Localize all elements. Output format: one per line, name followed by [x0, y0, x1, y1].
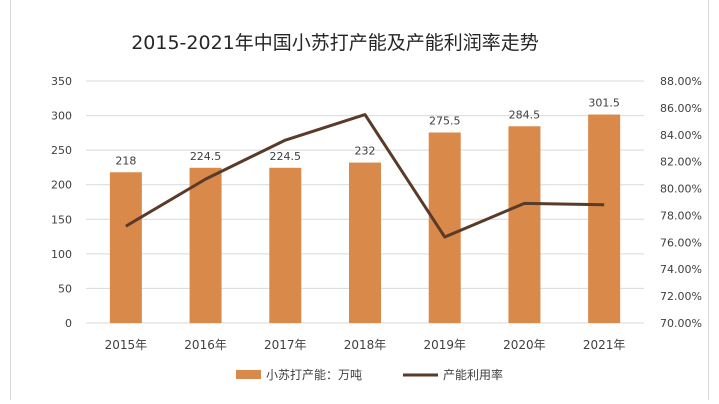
- right-axis-tick-label: 70.00%: [660, 317, 702, 330]
- x-axis-tick-label: 2019年: [423, 338, 466, 352]
- left-axis-tick-label: 350: [51, 75, 72, 88]
- bar-data-label: 275.5: [429, 115, 461, 128]
- bar-data-label: 284.5: [509, 108, 541, 121]
- bar-data-label: 224.5: [270, 150, 302, 163]
- x-axis-tick-label: 2016年: [184, 338, 227, 352]
- left-axis-tick-label: 0: [65, 317, 72, 330]
- left-axis-tick-label: 100: [51, 248, 72, 261]
- bar: [428, 132, 461, 323]
- bar: [189, 167, 222, 323]
- x-axis-tick-label: 2021年: [583, 338, 626, 352]
- left-axis-tick-label: 50: [58, 282, 72, 295]
- bar-data-labels: 218 224.5 224.5 232 275.5 284.5 301.5: [115, 97, 620, 168]
- bar: [109, 172, 142, 323]
- utilization-line: [125, 113, 605, 239]
- bar: [349, 162, 381, 323]
- right-axis-tick-label: 88.00%: [660, 75, 702, 88]
- frame-border-right: [708, 0, 709, 400]
- right-axis-ticks: 70.00% 72.00% 74.00% 76.00% 78.00% 80.00% 82.0…: [660, 75, 702, 330]
- left-axis-tick-label: 150: [51, 213, 72, 226]
- bar: [269, 167, 302, 323]
- line-series: [125, 113, 605, 239]
- x-axis-ticks: 2015年 2016年 2017年 2018年 2019年 2020年 2021年: [105, 338, 626, 352]
- right-axis-tick-label: 82.00%: [660, 156, 702, 169]
- legend-line-label: 产能利用率: [443, 367, 503, 382]
- x-axis-tick-label: 2018年: [344, 338, 387, 352]
- right-axis-tick-label: 80.00%: [660, 183, 702, 196]
- right-axis-tick-label: 84.00%: [660, 129, 702, 142]
- bar-data-label: 224.5: [190, 150, 222, 163]
- bar-data-label: 232: [355, 145, 376, 158]
- bar: [588, 114, 621, 323]
- right-axis-tick-label: 86.00%: [660, 102, 702, 115]
- right-axis-tick-label: 74.00%: [660, 263, 702, 276]
- left-axis-tick-label: 300: [51, 110, 72, 123]
- bar-series: [109, 114, 621, 323]
- bar-data-label: 218: [115, 154, 136, 167]
- x-axis-tick-label: 2015年: [105, 338, 148, 352]
- x-axis-tick-label: 2020年: [503, 338, 546, 352]
- legend: 小苏打产能：万吨 产能利用率: [236, 367, 503, 382]
- right-axis-tick-label: 72.00%: [660, 290, 702, 303]
- bar-data-label: 301.5: [588, 97, 620, 110]
- bar: [508, 126, 541, 323]
- x-axis-tick-label: 2017年: [264, 338, 307, 352]
- left-axis-tick-label: 200: [51, 179, 72, 192]
- left-axis-ticks: 0 50 100 150 200 250 300 350: [51, 75, 72, 330]
- left-axis-tick-label: 250: [51, 144, 72, 157]
- frame-border-left: [10, 0, 11, 400]
- legend-bar-swatch: [236, 370, 261, 379]
- right-axis-tick-label: 78.00%: [660, 209, 702, 222]
- right-axis-tick-label: 76.00%: [660, 236, 702, 249]
- legend-bar-label: 小苏打产能：万吨: [266, 368, 362, 382]
- chart-title: 2015-2021年中国小苏打产能及产能利润率走势: [131, 32, 539, 54]
